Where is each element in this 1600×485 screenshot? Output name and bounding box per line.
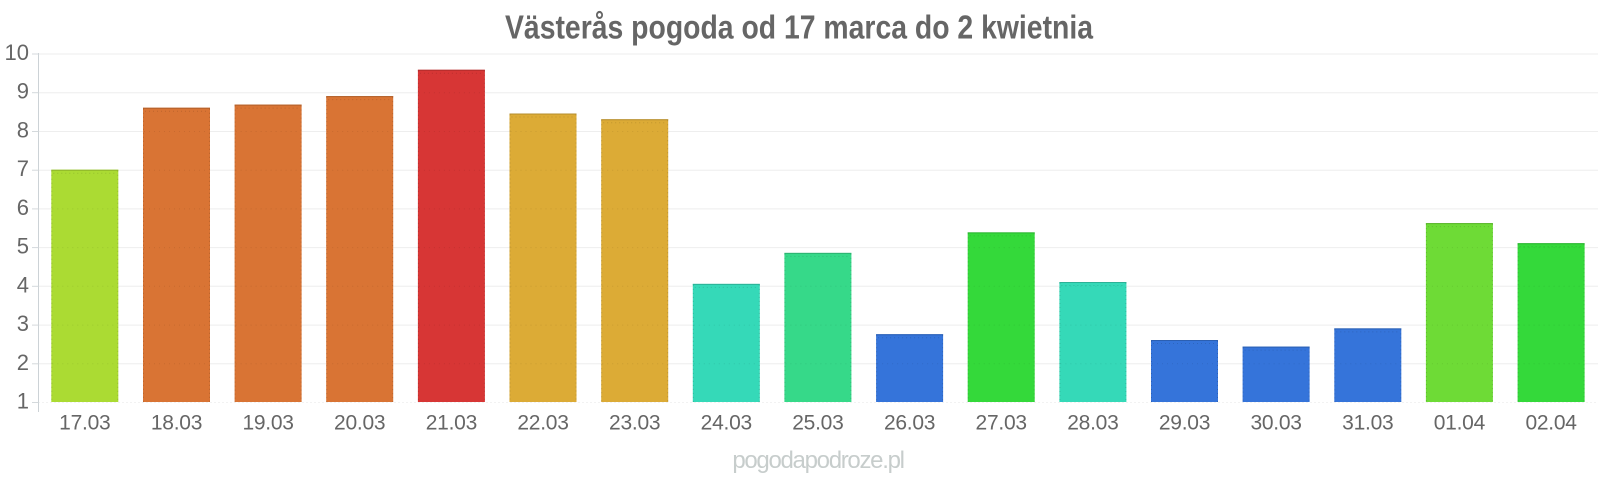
svg-text:24.03: 24.03 <box>701 412 752 435</box>
svg-text:29.03: 29.03 <box>1159 412 1210 435</box>
svg-text:7: 7 <box>17 156 29 181</box>
svg-text:28.03: 28.03 <box>1067 412 1118 435</box>
svg-text:Västerås pogoda od 17 marca do: Västerås pogoda od 17 marca do 2 kwietni… <box>505 9 1094 46</box>
svg-text:01.04: 01.04 <box>1434 412 1486 435</box>
svg-text:25.03: 25.03 <box>792 412 843 435</box>
svg-text:8: 8 <box>17 118 29 143</box>
svg-text:31.03: 31.03 <box>1342 412 1393 435</box>
svg-text:5: 5 <box>17 234 29 259</box>
svg-text:4: 4 <box>17 272 29 297</box>
svg-text:18.03: 18.03 <box>151 412 202 435</box>
svg-text:20.03: 20.03 <box>334 412 385 435</box>
svg-text:6: 6 <box>17 195 29 220</box>
svg-text:23.03: 23.03 <box>609 412 660 435</box>
svg-text:27.03: 27.03 <box>976 412 1027 435</box>
svg-text:17.03: 17.03 <box>59 412 110 435</box>
svg-text:1: 1 <box>17 389 29 414</box>
svg-text:19.03: 19.03 <box>242 412 293 435</box>
svg-text:30.03: 30.03 <box>1250 412 1301 435</box>
svg-text:2: 2 <box>17 350 29 375</box>
svg-text:26.03: 26.03 <box>884 412 935 435</box>
svg-text:02.04: 02.04 <box>1525 412 1577 435</box>
svg-text:21.03: 21.03 <box>426 412 477 435</box>
svg-text:pogodapodroze.pl: pogodapodroze.pl <box>732 447 903 474</box>
svg-text:10: 10 <box>5 40 29 65</box>
svg-text:3: 3 <box>17 311 29 336</box>
svg-text:22.03: 22.03 <box>517 412 568 435</box>
svg-text:9: 9 <box>17 79 29 104</box>
